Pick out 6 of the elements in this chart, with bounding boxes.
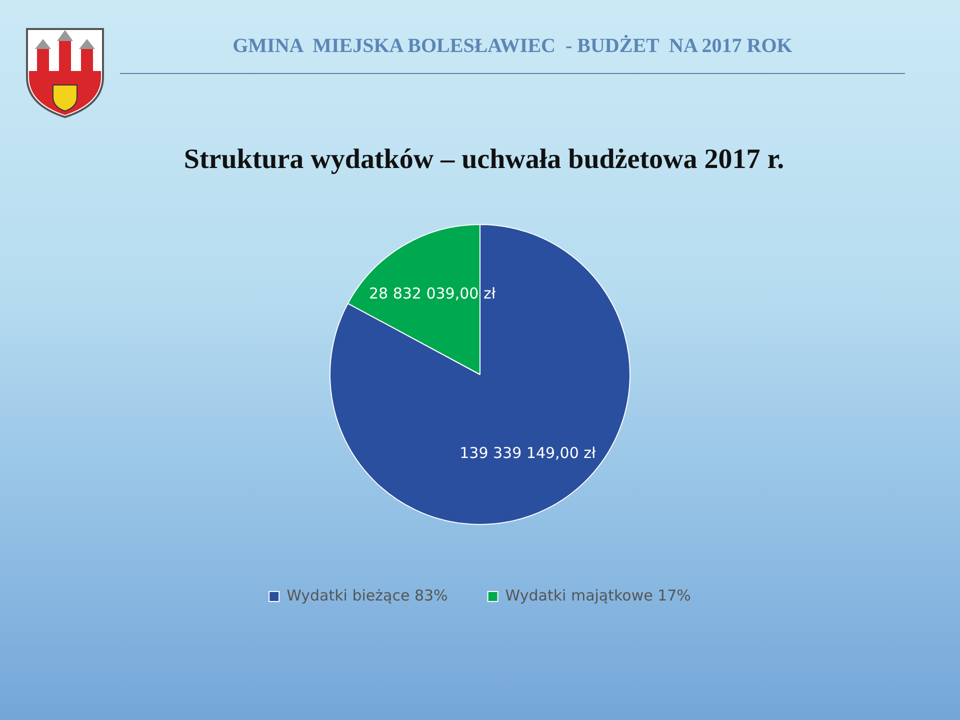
legend-label: Wydatki majątkowe 17%: [505, 586, 691, 604]
data-label: 28 832 039,00 zł: [368, 284, 496, 303]
data-label: 139 339 149,00 zł: [460, 444, 597, 462]
text: GMINA MIEJSKA BOLESŁAWIEC - BUDŻET NA 2017 ROK: [232, 35, 794, 58]
chart-title: Struktura wydatków – uchwała budżetowa 2017 r.: [182, 144, 786, 176]
legend-label: Wydatki bieżące 83%: [286, 586, 448, 604]
